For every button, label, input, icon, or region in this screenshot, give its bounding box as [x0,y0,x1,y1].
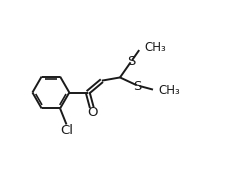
Text: CH₃: CH₃ [158,84,180,97]
Text: S: S [133,80,142,93]
Text: O: O [87,106,98,119]
Text: S: S [127,55,136,68]
Text: Cl: Cl [60,124,73,137]
Text: CH₃: CH₃ [144,41,166,54]
